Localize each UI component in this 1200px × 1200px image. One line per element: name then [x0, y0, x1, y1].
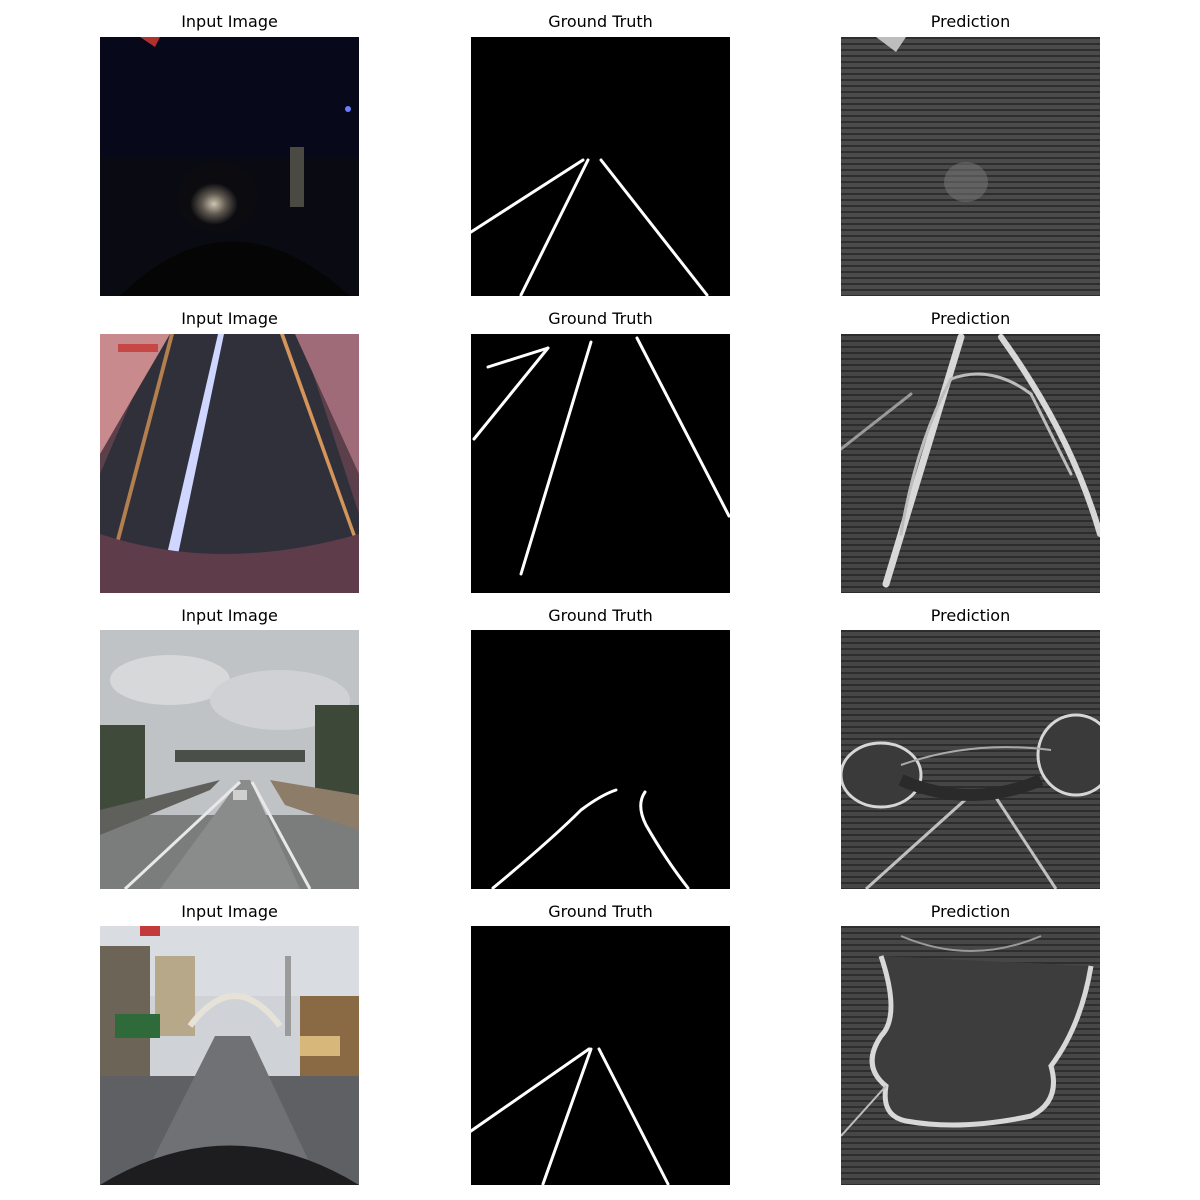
- prediction-title: Prediction: [930, 902, 1011, 921]
- ground-truth-title: Ground Truth: [548, 606, 653, 625]
- prediction-title: Prediction: [930, 309, 1011, 328]
- ground-truth-mask: [471, 334, 730, 593]
- prediction-mask: [841, 334, 1100, 593]
- ground-truth-mask: [471, 630, 730, 889]
- input-image-title: Input Image: [181, 309, 278, 328]
- ground-truth-mask: [471, 37, 730, 296]
- input-image-road-fisheye: [100, 334, 359, 593]
- input-image-city-gate: [100, 926, 359, 1185]
- input-image-title: Input Image: [181, 606, 278, 625]
- prediction-title: Prediction: [930, 606, 1011, 625]
- input-image-night-road: [100, 37, 359, 296]
- ground-truth-mask: [471, 926, 730, 1185]
- prediction-title: Prediction: [930, 12, 1011, 31]
- input-image-title: Input Image: [181, 902, 278, 921]
- ground-truth-title: Ground Truth: [548, 12, 653, 31]
- prediction-mask: [841, 630, 1100, 889]
- ground-truth-title: Ground Truth: [548, 309, 653, 328]
- input-image-highway: [100, 630, 359, 889]
- input-image-title: Input Image: [181, 12, 278, 31]
- prediction-mask: [841, 37, 1100, 296]
- prediction-mask: [841, 926, 1100, 1185]
- ground-truth-title: Ground Truth: [548, 902, 653, 921]
